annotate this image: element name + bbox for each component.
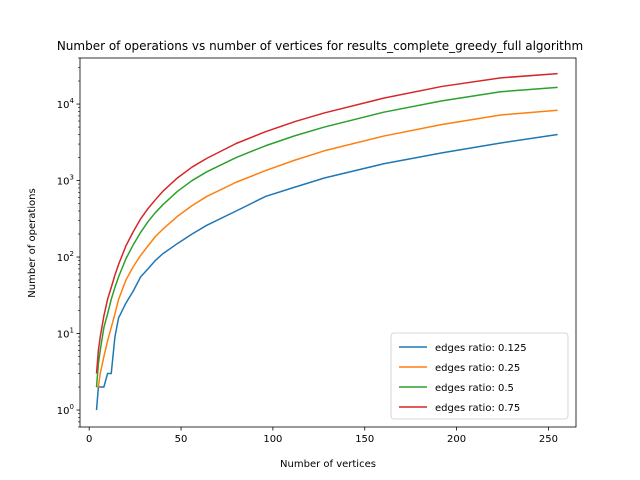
legend: edges ratio: 0.125 edges ratio: 0.25 edges…	[390, 332, 569, 420]
legend-label: edges ratio: 0.125	[435, 343, 527, 354]
series-line-1	[95, 133, 558, 411]
series-line-3	[95, 86, 558, 388]
y-tick-label: 101	[57, 327, 74, 341]
x-tick-label: 200	[447, 434, 466, 445]
y-tick-label: 103	[57, 174, 74, 188]
y-axis-label: Number of operations	[27, 188, 38, 297]
x-tick-label: 100	[263, 434, 282, 445]
legend-label: edges ratio: 0.25	[435, 363, 520, 374]
legend-label: edges ratio: 0.75	[435, 403, 520, 414]
plot-frame	[79, 57, 577, 428]
legend-box	[390, 332, 569, 420]
x-axis-label: Number of vertices	[280, 459, 376, 470]
series-line-4	[95, 72, 558, 374]
x-tick-label: 0	[86, 434, 92, 445]
legend-label: edges ratio: 0.5	[435, 383, 514, 394]
series-line-2	[96, 109, 558, 388]
x-tick-label: 250	[539, 434, 558, 445]
y-tick-label: 100	[57, 403, 74, 417]
chart-title: Number of operations vs number of vertic…	[57, 39, 583, 53]
y-tick-label: 102	[57, 250, 74, 264]
x-tick-label: 150	[355, 434, 374, 445]
plot-area	[79, 57, 577, 428]
y-tick-label: 104	[57, 97, 75, 111]
x-axis: 0 50 100 150 200 250	[86, 427, 558, 445]
x-tick-label: 50	[175, 434, 188, 445]
y-axis: 100 101 102 103 104	[57, 57, 80, 428]
